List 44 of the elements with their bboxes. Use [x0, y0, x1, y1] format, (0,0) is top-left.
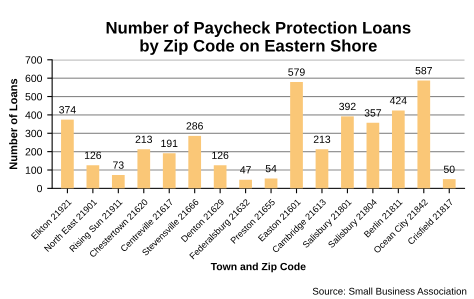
y-tick-label: 300 [25, 130, 42, 138]
bar [442, 179, 456, 188]
bar [392, 110, 405, 188]
data-label: 47 [240, 166, 251, 174]
bar [61, 120, 74, 188]
source-note: Source: Small Business Association [312, 288, 466, 295]
data-label: 392 [339, 102, 356, 110]
y-tick-label: 0 [37, 184, 42, 192]
bar [417, 80, 430, 188]
data-label: 286 [186, 122, 203, 130]
data-label: 357 [364, 109, 382, 117]
data-label: 374 [59, 106, 76, 114]
x-axis-title: Town and Zip Code [210, 262, 306, 272]
y-tick-label: 500 [25, 93, 42, 100]
bar [137, 149, 150, 188]
chart-title: Number of Paycheck Protection Loans by Zip Code on Eastern Shore [106, 21, 410, 55]
data-label: 579 [288, 68, 305, 76]
data-label: 50 [444, 166, 455, 173]
data-label: 191 [161, 140, 178, 148]
data-label: 126 [212, 152, 228, 159]
bar [112, 174, 125, 188]
bar [316, 149, 328, 188]
y-axis-title: Number of Loans [9, 78, 18, 170]
y-tick-label: 100 [26, 166, 42, 174]
y-tick-label: 200 [26, 148, 42, 156]
data-label: 73 [113, 161, 124, 169]
bar [366, 122, 380, 188]
bar [341, 116, 354, 188]
y-tick-label: 700 [26, 56, 42, 64]
bar [86, 165, 100, 188]
data-label: 424 [390, 96, 407, 104]
bar [162, 153, 176, 188]
y-tick-label: 400 [25, 111, 42, 119]
y-tick-label: 600 [26, 74, 42, 82]
data-label: 213 [314, 136, 330, 144]
data-label: 213 [136, 136, 152, 144]
bar [214, 165, 227, 188]
data-label: 54 [266, 164, 277, 172]
data-label: 126 [84, 152, 102, 159]
bar [290, 82, 303, 188]
bar [264, 178, 278, 188]
bar [188, 136, 202, 188]
data-label: 587 [416, 66, 432, 74]
bar [239, 180, 252, 188]
